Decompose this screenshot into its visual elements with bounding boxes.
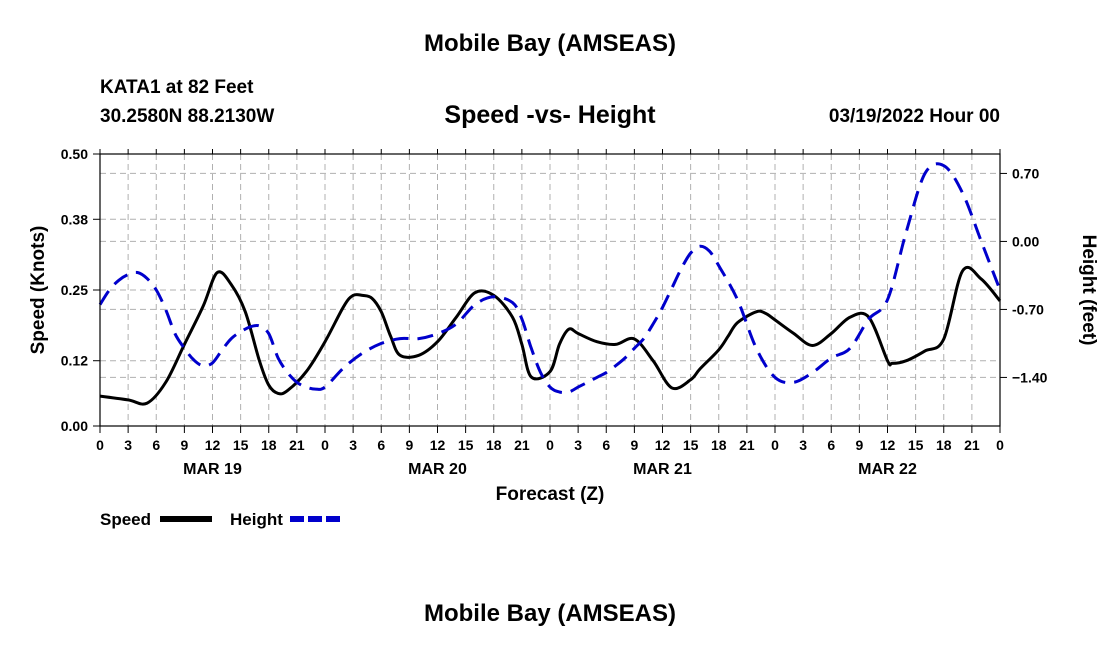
x-tick-label: 15 [233, 437, 249, 453]
grid [100, 154, 1000, 426]
x-tick-label: 3 [799, 437, 807, 453]
x-tick-label: 3 [574, 437, 582, 453]
y2-tick-label: -0.70 [1012, 301, 1044, 317]
date-label: MAR 22 [858, 461, 917, 478]
x-tick-label: 21 [289, 437, 305, 453]
x-tick-label: 6 [827, 437, 835, 453]
legend: Speed Height [100, 510, 342, 529]
x-tick-label: 21 [964, 437, 980, 453]
page-title: Mobile Bay (AMSEAS) [423, 30, 677, 57]
x-tick-label: 0 [321, 437, 329, 453]
y-tick-label: 0.00 [61, 418, 88, 434]
x-tick-label: 18 [711, 437, 727, 453]
x-tick-label: 15 [458, 437, 474, 453]
x-tick-label: 12 [880, 437, 896, 453]
axes: 0 3 6 9 12 15 18 21 0 3 6 9 12 15 18 21 0 3 6 9 12 15 18 21 0 3 6 9… [28, 146, 1099, 505]
y2-tick-label: 0.70 [1012, 165, 1039, 181]
y-tick-label: 0.25 [61, 282, 88, 298]
x-tick-label: 6 [152, 437, 160, 453]
x-tick-label: 0 [771, 437, 779, 453]
x-tick-label: 12 [205, 437, 221, 453]
x-tick-label: 9 [630, 437, 638, 453]
x-tick-label: 18 [261, 437, 277, 453]
chart-subtitle: Speed -vs- Height [444, 101, 656, 129]
x-tick-label: 3 [124, 437, 132, 453]
x-tick-label: 15 [683, 437, 699, 453]
y2-tick-label: 0.00 [1012, 233, 1039, 249]
forecast-datetime: 03/19/2022 Hour 00 [828, 106, 1000, 127]
x-tick-label: 0 [546, 437, 554, 453]
x-tick-label: 0 [996, 437, 1004, 453]
x-tick-label: 18 [486, 437, 502, 453]
x-tick-label: 21 [739, 437, 755, 453]
station-label: KATA1 at 82 Feet [100, 77, 254, 98]
x-tick-label: 15 [908, 437, 924, 453]
y-tick-label: 0.12 [61, 353, 88, 369]
x-tick-label: 6 [602, 437, 610, 453]
y-axis-title: Speed (Knots) [28, 226, 49, 355]
legend-label-speed: Speed [100, 510, 151, 529]
series-line-height [98, 162, 1002, 395]
x-tick-label: 6 [377, 437, 385, 453]
coordinates-label: 30.2580N 88.2130W [100, 106, 275, 127]
x-axis-title: Forecast (Z) [496, 484, 605, 505]
y-tick-label: 0.50 [61, 146, 88, 162]
bottom-title: Mobile Bay (AMSEAS) [423, 600, 677, 627]
y-tick-label: 0.38 [61, 211, 88, 227]
x-tick-label: 12 [655, 437, 671, 453]
date-label: MAR 19 [183, 461, 242, 478]
x-tick-label: 21 [514, 437, 530, 453]
x-tick-label: 9 [855, 437, 863, 453]
x-tick-label: 3 [349, 437, 357, 453]
x-tick-label: 0 [96, 437, 104, 453]
x-tick-label: 12 [430, 437, 446, 453]
x-tick-label: 9 [180, 437, 188, 453]
x-tick-label: 18 [936, 437, 952, 453]
date-label: MAR 21 [633, 461, 692, 478]
date-label: MAR 20 [408, 461, 467, 478]
y2-tick-label: −1.40 [1012, 369, 1048, 385]
y2-axis-title: Height (feet) [1078, 235, 1099, 346]
x-tick-label: 9 [405, 437, 413, 453]
series-layer [98, 162, 1002, 406]
legend-label-height: Height [230, 510, 283, 529]
